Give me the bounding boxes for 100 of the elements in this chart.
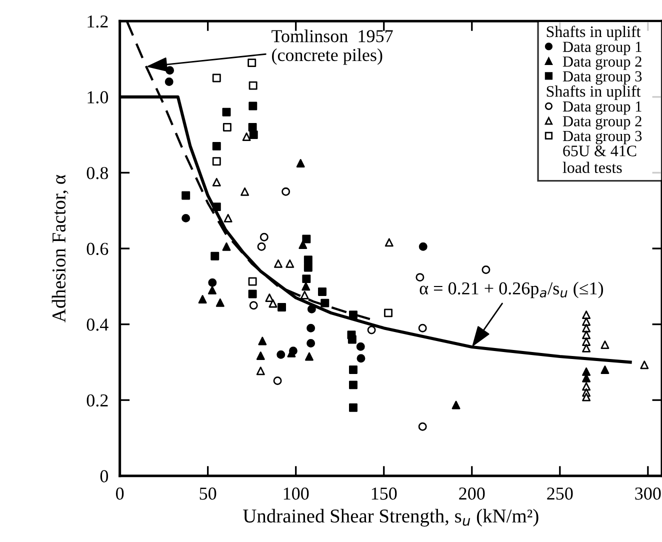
x-tick-label: 200 [459, 488, 485, 500]
y-tick-label: 0.8 [86, 166, 108, 180]
point [296, 159, 305, 168]
point [304, 352, 314, 361]
x-tick-label: 100 [284, 488, 309, 500]
point [600, 340, 610, 349]
point [349, 310, 358, 320]
point [418, 242, 428, 251]
legend-label: Data group 3 [562, 71, 642, 85]
point [182, 191, 190, 200]
point [302, 274, 311, 284]
point [582, 330, 591, 340]
point [582, 324, 591, 332]
point [418, 422, 427, 431]
y-axis-title: Adhesion Factor, α [52, 174, 68, 322]
point [384, 238, 394, 247]
point [240, 187, 250, 196]
point [278, 303, 286, 312]
point [286, 259, 294, 268]
point [222, 242, 231, 251]
point [600, 366, 610, 374]
point [418, 324, 427, 332]
point [302, 282, 310, 291]
legend-label: Data group 3 [562, 130, 642, 144]
point [282, 187, 290, 196]
point [307, 304, 316, 314]
legend-title: Shafts in uplift [546, 26, 641, 40]
point [212, 142, 221, 150]
point [304, 256, 312, 264]
point [306, 324, 316, 332]
point [320, 298, 330, 308]
point [212, 74, 221, 82]
point [265, 294, 274, 302]
y-tick-label: 0.2 [86, 394, 108, 407]
point [306, 339, 316, 348]
point [248, 102, 258, 110]
point [384, 308, 393, 318]
point [349, 403, 358, 412]
point [198, 295, 207, 304]
point [208, 278, 217, 287]
point [302, 234, 311, 244]
point [242, 132, 251, 141]
point [248, 58, 256, 68]
legend-label: Data group 1 [562, 42, 642, 56]
point [300, 290, 309, 300]
point [349, 380, 358, 390]
point [248, 81, 258, 90]
point [249, 301, 258, 310]
point [356, 354, 366, 363]
x-axis-title: Undrained Shear Strength, s$_{u}$ (kN/m²) [243, 508, 538, 527]
annotation: Tomlinson 1957 (concrete piles) [272, 30, 393, 65]
x-tick-label: 150 [372, 488, 397, 500]
x-tick-label: 250 [547, 488, 573, 500]
point [582, 392, 591, 402]
y-tick-label: 1.0 [88, 91, 108, 104]
point [248, 277, 257, 286]
point [452, 400, 460, 410]
point [348, 335, 356, 344]
point [216, 298, 224, 307]
point [304, 263, 312, 272]
annotation: α = 0.21 + 0.26p$_{a}$/s$_{u}$ (≤1) [420, 282, 604, 298]
x-tick-label: 300 [635, 488, 661, 500]
point [582, 317, 591, 326]
point [582, 337, 591, 346]
point [182, 214, 190, 222]
point [248, 290, 257, 298]
legend-label: Data group 1 [562, 101, 642, 115]
point [212, 178, 221, 186]
point [257, 242, 266, 251]
point [582, 344, 591, 352]
x-tick-label: 50 [200, 488, 216, 500]
annotation: Shafts in uplift [546, 85, 641, 100]
point [356, 342, 365, 351]
legend-label: Data group 2 [562, 56, 642, 70]
legend-label: Data group 2 [562, 116, 642, 130]
point [249, 130, 258, 140]
point [582, 367, 591, 376]
point [416, 273, 424, 282]
point [256, 352, 265, 360]
point [258, 336, 267, 346]
point [222, 108, 231, 116]
point [318, 287, 326, 296]
point [208, 286, 216, 294]
point [640, 360, 649, 370]
point [260, 232, 268, 242]
y-tick-label: 0 [100, 470, 108, 482]
point [274, 259, 282, 268]
x-tick-label: 0 [116, 488, 124, 500]
point [256, 366, 265, 376]
point [276, 350, 286, 359]
point [210, 252, 220, 260]
point [212, 202, 221, 212]
point [212, 157, 221, 166]
point [482, 265, 490, 274]
y-tick-label: 1.2 [88, 15, 108, 28]
point [367, 326, 376, 334]
point [298, 240, 308, 249]
point [164, 78, 174, 86]
point [222, 123, 232, 132]
y-tick-label: 0.6 [86, 242, 108, 256]
